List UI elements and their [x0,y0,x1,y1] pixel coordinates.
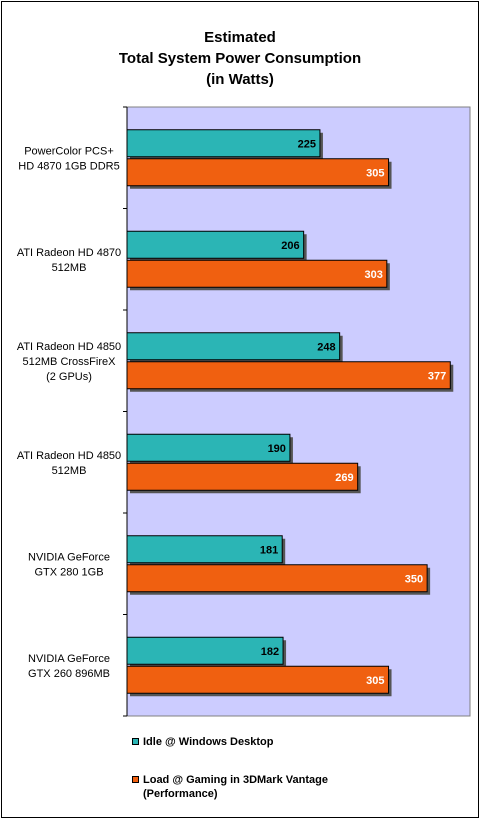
category-label-line: (2 GPUs) [46,371,92,383]
data-label-idle: 190 [268,443,286,455]
category-label: NVIDIA GeForce GTX 280 1GB [28,551,110,578]
category-label-line: ATI Radeon HD 4850 [17,341,121,353]
data-label-load: 350 [405,573,423,585]
bar-idle [126,535,283,564]
category-label-line: ATI Radeon HD 4850 [17,450,121,462]
category-label-line: 512MB [52,465,87,477]
bar-idle [126,230,305,259]
bar-load [126,259,388,288]
category-label: NVIDIA GeForce GTX 260 896MB [28,653,110,680]
category-label-line: HD 4870 1GB DDR5 [18,160,120,172]
data-label-idle: 182 [261,646,279,658]
bar-idle [126,332,341,361]
category-label-line: GTX 280 1GB [34,566,103,578]
category-label-line: GTX 260 896MB [28,668,110,680]
data-label-load: 305 [366,167,384,179]
bar-idle [126,129,321,158]
category-label-line: NVIDIA GeForce [28,653,110,665]
category-label: ATI Radeon HD 4850 512MB CrossFireX (2 GPU… [17,341,121,383]
bar-load [126,665,390,694]
chart-title-line-2: Total System Power Consumption [118,50,362,67]
legend-label-load-line-2: (Performance) [143,788,218,800]
data-label-idle: 181 [260,544,278,556]
category-label: ATI Radeon HD 4850 512MB [17,450,121,477]
data-label-load: 303 [364,269,382,281]
legend-item-idle: Idle @ Windows Desktop [132,735,452,749]
data-label-idle: 248 [317,341,335,353]
category-label: ATI Radeon HD 4870 512MB [17,247,121,274]
data-label-load: 305 [366,675,384,687]
category-label-line: ATI Radeon HD 4870 [17,247,121,259]
data-label-idle: 206 [281,240,299,252]
category-label-line: 512MB CrossFireX [23,356,117,368]
legend: Idle @ Windows Desktop Load @ Gaming in … [132,735,452,801]
legend-swatch-load [132,776,139,783]
category-label-line: NVIDIA GeForce [28,551,110,563]
legend-item-load: Load @ Gaming in 3DMark Vantage (Perform… [132,773,452,801]
data-label-load: 269 [335,472,353,484]
bar-load [126,564,428,593]
data-label-idle: 225 [298,138,316,150]
bar-load [126,361,451,390]
bar-load [126,462,359,491]
chart-title-line-1: Estimated [204,29,276,46]
category-label-line: 512MB [52,262,87,274]
legend-swatch-idle [132,738,139,745]
bar-load [126,158,390,187]
legend-label-idle: Idle @ Windows Desktop [143,736,274,748]
bar-idle [126,433,291,462]
chart-title-line-3: (in Watts) [206,71,274,88]
data-label-load: 377 [428,370,446,382]
plot-area [126,106,471,717]
category-label-line: PowerColor PCS+ [24,145,114,157]
bar-idle [126,636,284,665]
category-label: PowerColor PCS+ HD 4870 1GB DDR5 [18,145,120,172]
chart-title: Estimated Total System Power Consumption… [0,27,480,90]
legend-label-load-line-1: Load @ Gaming in 3DMark Vantage [143,774,328,786]
